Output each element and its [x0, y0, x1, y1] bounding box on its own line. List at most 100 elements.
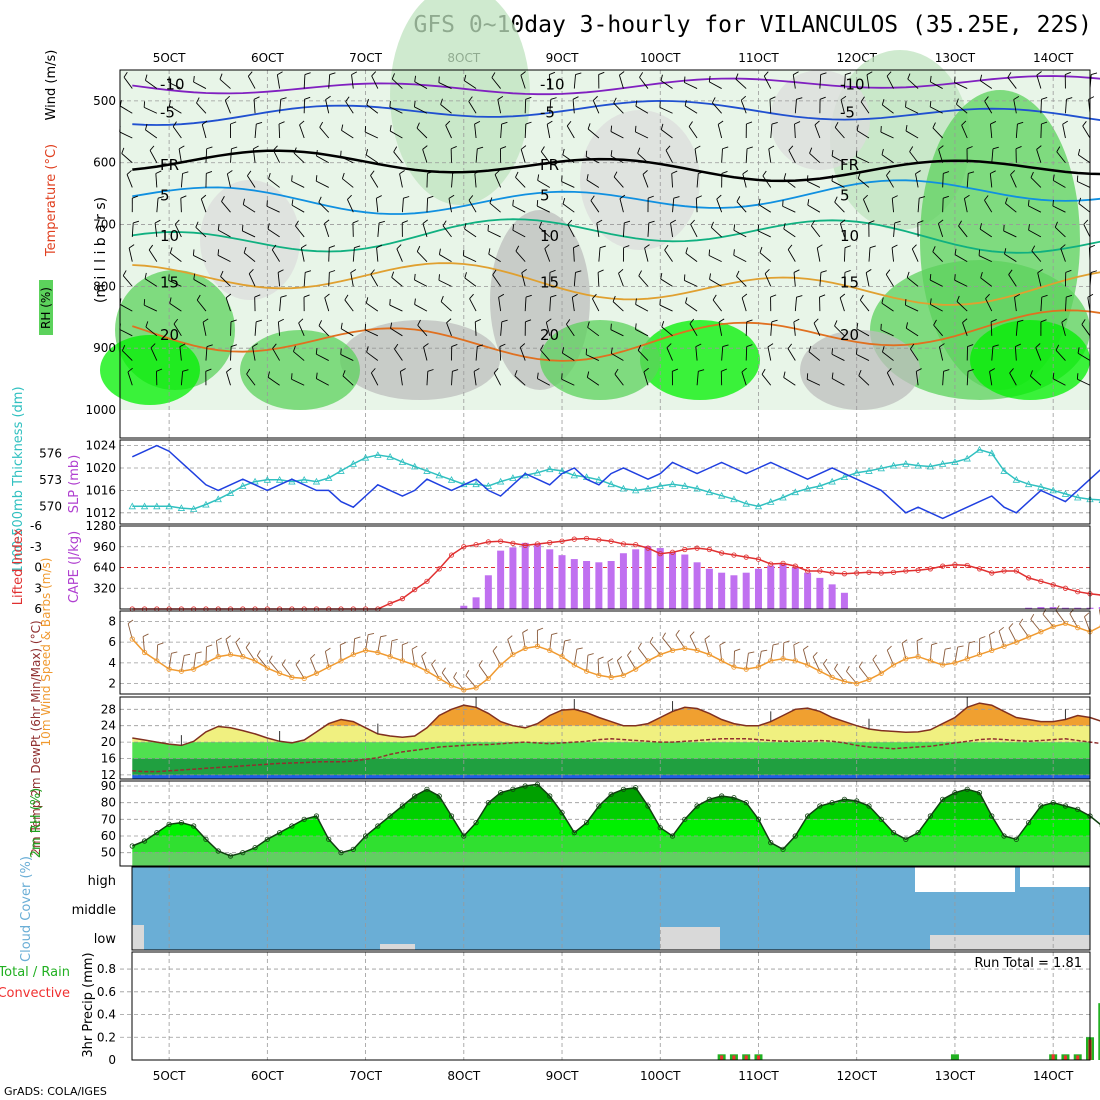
wind-barb — [980, 277, 993, 287]
y-tick-label: 500 — [93, 94, 116, 108]
rh-band — [132, 836, 1090, 853]
wind-barb — [221, 201, 231, 213]
precip-convective-bar — [756, 1055, 760, 1060]
lifted-index-point — [485, 539, 491, 545]
wind-barb-flag — [126, 170, 132, 175]
x-tick-label-bottom: 13OCT — [935, 1069, 976, 1083]
lifted-index-point — [804, 568, 811, 574]
wind-barb — [665, 150, 673, 163]
contour-label: -5 — [160, 103, 175, 121]
wind-barb-flag — [866, 71, 873, 76]
thickness-point — [447, 475, 456, 483]
thickness-point — [484, 482, 493, 489]
wind-barb — [279, 99, 282, 114]
wind-speed-point — [203, 660, 209, 666]
wind-barb — [909, 151, 919, 164]
thickness-point — [1012, 475, 1021, 483]
wind-barb-flag — [566, 319, 571, 325]
wind-barb-flag — [206, 171, 213, 174]
wind-barb — [787, 249, 796, 262]
wind-speed-point — [596, 672, 602, 678]
surface-wind-barb — [901, 643, 907, 659]
wind-barb — [592, 298, 600, 312]
wind-speed-point — [989, 647, 995, 654]
wind-barb — [365, 154, 379, 164]
precip-convective-bar — [720, 1055, 724, 1060]
rh-point — [326, 836, 332, 842]
y-label-convective: Convective — [0, 986, 70, 1001]
wind-barb-flag — [423, 343, 429, 348]
surface-wind-barb — [719, 644, 723, 661]
temp-band — [132, 742, 1090, 759]
wind-barb-flag — [1007, 72, 1012, 78]
wind-barb — [891, 247, 894, 262]
wind-speed-point — [645, 658, 651, 664]
wind-barb — [341, 130, 354, 139]
precip-convective-bar — [732, 1055, 736, 1060]
wind-barb-flag — [637, 344, 642, 351]
lifted-index-point — [633, 542, 639, 548]
surface-wind-barb — [127, 623, 133, 640]
wind-barb-flag — [202, 318, 209, 323]
surface-wind-barb-flag — [761, 649, 768, 652]
wind-barb — [1028, 205, 1042, 213]
wind-barb-flag — [1014, 293, 1021, 298]
wind-barb-flag — [670, 219, 677, 224]
cape-bar — [484, 575, 492, 609]
wind-barb-flag — [278, 318, 284, 323]
wind-barb — [882, 351, 894, 361]
thickness-point — [595, 475, 603, 483]
wind-barb-flag — [546, 318, 552, 323]
wind-barb — [1077, 181, 1091, 188]
rh-point — [277, 830, 283, 836]
wind-barb-flag — [150, 343, 156, 349]
wind-barb — [143, 106, 158, 114]
wind-barb — [736, 201, 747, 213]
wind-barb — [122, 275, 133, 287]
lifted-index-point — [682, 546, 688, 553]
wind-barb — [202, 322, 207, 336]
wind-barb-flag — [905, 322, 908, 329]
wind-barb — [954, 254, 968, 263]
wind-barb-flag — [121, 147, 125, 154]
rh-point — [424, 786, 430, 792]
wind-barb-flag — [980, 271, 983, 278]
thickness-point — [951, 458, 959, 466]
wind-barb-flag — [905, 124, 908, 132]
wind-barb — [783, 377, 796, 386]
wind-barb — [371, 75, 379, 89]
wind-barb — [298, 322, 305, 336]
thickness-point — [509, 474, 517, 481]
wind-barb-flag — [182, 171, 189, 174]
wind-barb-flag — [520, 71, 526, 76]
y-tick-label-cape: 960 — [93, 540, 116, 554]
thickness-point — [533, 468, 542, 476]
wind-barb — [610, 329, 624, 337]
rh-point — [338, 850, 344, 856]
cape-bar — [632, 549, 640, 609]
wind-barb-flag — [660, 123, 664, 130]
wind-barb-flag — [303, 294, 310, 298]
wind-speed-point — [743, 666, 749, 672]
wind-speed-point — [694, 647, 700, 654]
lifted-index-point — [817, 568, 823, 574]
x-tick-label-bottom: 12OCT — [836, 1069, 877, 1083]
cape-bar — [521, 542, 529, 609]
wind-barb — [1007, 77, 1017, 89]
rh-point — [964, 786, 970, 792]
wind-barb — [695, 346, 698, 361]
thickness-point — [189, 505, 198, 512]
wind-barb-flag — [768, 145, 775, 150]
rh-point — [264, 836, 270, 842]
wind-barb-flag — [1037, 269, 1043, 274]
cape-bar — [1037, 607, 1045, 609]
wind-barb — [498, 297, 502, 312]
wind-barb — [399, 173, 403, 188]
cape-bar — [595, 562, 603, 609]
wind-barb — [316, 155, 329, 164]
surface-wind-barb — [431, 664, 440, 679]
wind-barb-flag — [168, 100, 171, 107]
surface-wind-barb-flag — [142, 633, 149, 637]
wind-barb — [242, 230, 256, 238]
wind-barb — [180, 371, 184, 386]
